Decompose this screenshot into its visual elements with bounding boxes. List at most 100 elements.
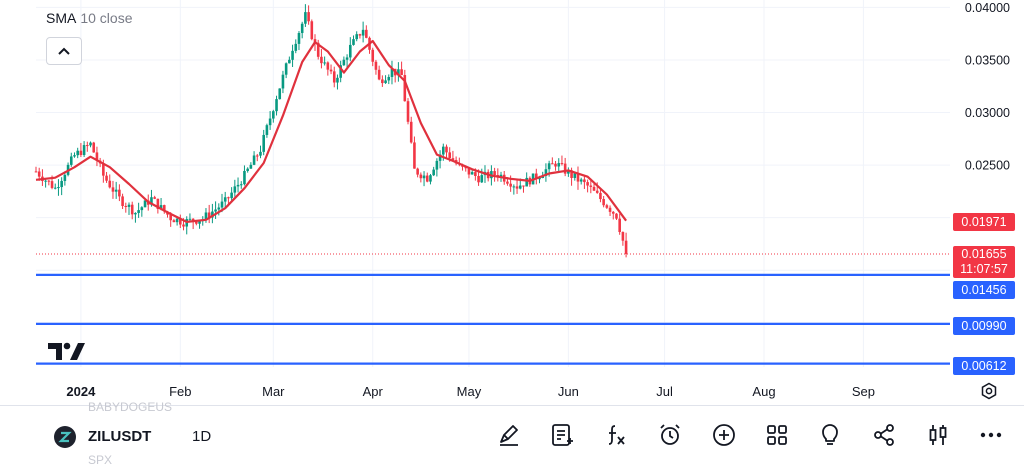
lightbulb-icon <box>822 424 838 445</box>
draw-icon <box>500 425 518 446</box>
candle-body <box>53 187 57 189</box>
candle-body <box>432 169 435 176</box>
candle-body <box>608 207 612 212</box>
candle-body <box>236 184 240 187</box>
candle-body <box>108 180 112 188</box>
notes-button[interactable] <box>547 420 577 450</box>
candle-body <box>291 50 294 60</box>
y-tick-label: 0.02500 <box>965 159 1010 173</box>
candle-body <box>310 21 314 40</box>
candle-body <box>288 59 291 64</box>
candle-body <box>470 172 474 175</box>
candle-body <box>480 175 484 183</box>
candle-body <box>130 204 134 215</box>
candle-body <box>143 200 147 208</box>
candle-body <box>272 111 275 119</box>
candle-body <box>243 170 246 185</box>
candle-body <box>409 121 413 143</box>
candle-body <box>300 23 304 34</box>
symbol-button[interactable]: ZILUSDT <box>88 428 152 445</box>
candle-body <box>435 160 439 170</box>
chart-area[interactable]: 0.04000 0.03500 0.03000 0.02500 2024 Feb Mar Ap… <box>0 0 1024 405</box>
candle-body <box>262 134 265 152</box>
candle-body <box>332 71 336 83</box>
candle-body <box>34 171 38 173</box>
candle-body <box>390 68 394 77</box>
grid-icon <box>767 425 787 445</box>
candle-body <box>60 180 63 188</box>
candle-body <box>278 88 282 100</box>
y-tick-label: 0.03500 <box>965 53 1010 67</box>
collapse-legend-button[interactable] <box>46 37 82 65</box>
candle-body <box>227 197 230 199</box>
candle-body <box>506 181 509 184</box>
candle-body <box>534 173 538 180</box>
candle-body <box>345 57 349 60</box>
more-button[interactable] <box>976 420 1006 450</box>
candle-body <box>214 209 217 212</box>
candle-body <box>230 192 233 199</box>
sma-line <box>35 39 627 223</box>
candle-body <box>294 43 298 51</box>
candle-body <box>377 69 381 80</box>
ideas-button[interactable] <box>815 420 845 450</box>
more-icon <box>980 432 1002 438</box>
candle-body <box>284 63 288 75</box>
chevron-up-icon <box>58 47 70 55</box>
alert-button[interactable] <box>655 420 685 450</box>
indicators-button[interactable] <box>601 420 631 450</box>
candle-body <box>175 218 179 223</box>
x-tick-label: Aug <box>752 384 775 399</box>
candle-body <box>92 142 96 153</box>
candle-body <box>554 163 557 167</box>
candle-body <box>169 214 172 221</box>
candle-body <box>477 175 480 183</box>
share-icon <box>874 424 894 446</box>
candle-body <box>95 152 99 161</box>
draw-tool-button[interactable] <box>494 420 524 450</box>
candle-body <box>416 168 419 175</box>
chart-settings-button[interactable] <box>978 380 1000 402</box>
candle-body <box>352 39 355 45</box>
candle-body <box>451 158 455 161</box>
candle-body <box>313 39 317 43</box>
layout-button[interactable] <box>762 420 792 450</box>
candle-body <box>371 49 375 62</box>
last-price-label: 0.01655 11:07:57 <box>953 246 1015 278</box>
notes-icon <box>552 424 573 446</box>
candle-body <box>509 183 512 187</box>
candle-body <box>111 187 115 192</box>
candle-body <box>233 186 237 193</box>
hline-price-label-1: 0.01456 <box>953 281 1015 299</box>
alarm-clock-icon <box>660 424 680 445</box>
price-chart[interactable]: 0.04000 0.03500 0.03000 0.02500 2024 Feb Mar Ap… <box>0 0 1024 405</box>
plus-circle-icon <box>713 424 735 446</box>
candle-body <box>44 180 47 182</box>
tradingview-logo <box>48 342 85 360</box>
hline-price-label-2: 0.00990 <box>953 317 1015 335</box>
candle-body <box>621 232 625 241</box>
add-button[interactable] <box>709 420 739 450</box>
countdown-timer: 11:07:57 <box>960 262 1008 276</box>
candle-body <box>73 155 76 157</box>
candle-body <box>198 221 201 224</box>
candle-body <box>50 181 54 188</box>
candle-body <box>82 145 86 155</box>
candle-body <box>599 192 602 200</box>
candle-body <box>259 151 262 156</box>
candle-body <box>429 175 432 182</box>
candle-body <box>355 34 359 40</box>
candle-body <box>586 182 589 186</box>
share-button[interactable] <box>869 420 899 450</box>
candle-body <box>320 56 323 64</box>
sma-price-label: 0.01971 <box>953 213 1015 231</box>
candle-body <box>573 173 577 178</box>
interval-button[interactable]: 1D <box>192 428 212 445</box>
sma-indicator-legend[interactable]: SMA 10 close <box>46 10 133 26</box>
candle-body <box>124 205 128 207</box>
x-tick-label: Feb <box>169 384 191 399</box>
candle-body <box>307 12 310 22</box>
chart-type-button[interactable] <box>923 420 953 450</box>
candle-body <box>499 174 503 177</box>
candle-body <box>589 185 593 187</box>
